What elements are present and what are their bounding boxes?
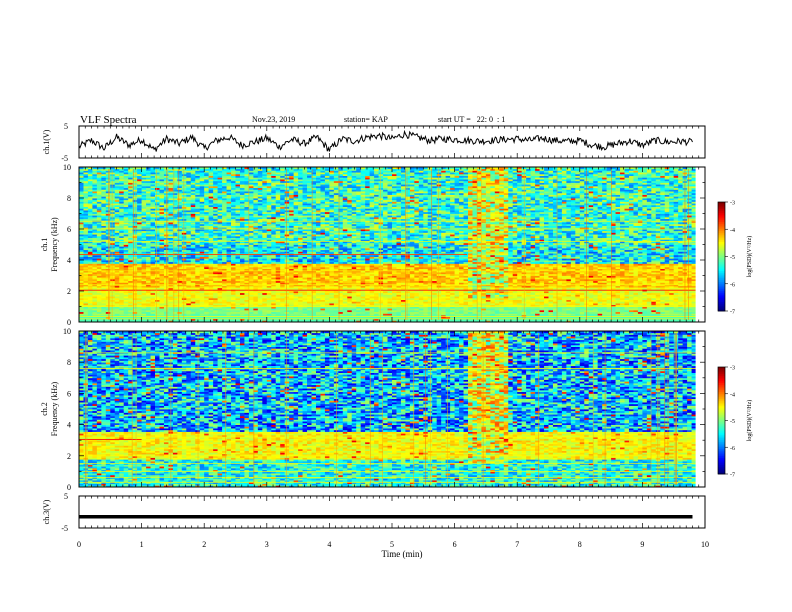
start-time-label: start UT = 22: 0 : 1 bbox=[438, 115, 505, 124]
station-label: station= KAP bbox=[344, 115, 388, 124]
y-tick-label: -5 bbox=[61, 154, 68, 163]
vlf-spectra-figure: VLF Spectra Nov.23, 2019 station= KAP st… bbox=[0, 0, 792, 612]
figure-title: VLF Spectra bbox=[80, 114, 137, 126]
y-tick-label: 5 bbox=[64, 122, 68, 131]
ch1-waveform-line bbox=[79, 132, 693, 152]
date-label: Nov.23, 2019 bbox=[252, 115, 295, 124]
ch1-waveform-panel: 5 -5 ch.1(V) bbox=[42, 122, 705, 163]
y-axis-label: ch.1(V) bbox=[42, 129, 51, 154]
